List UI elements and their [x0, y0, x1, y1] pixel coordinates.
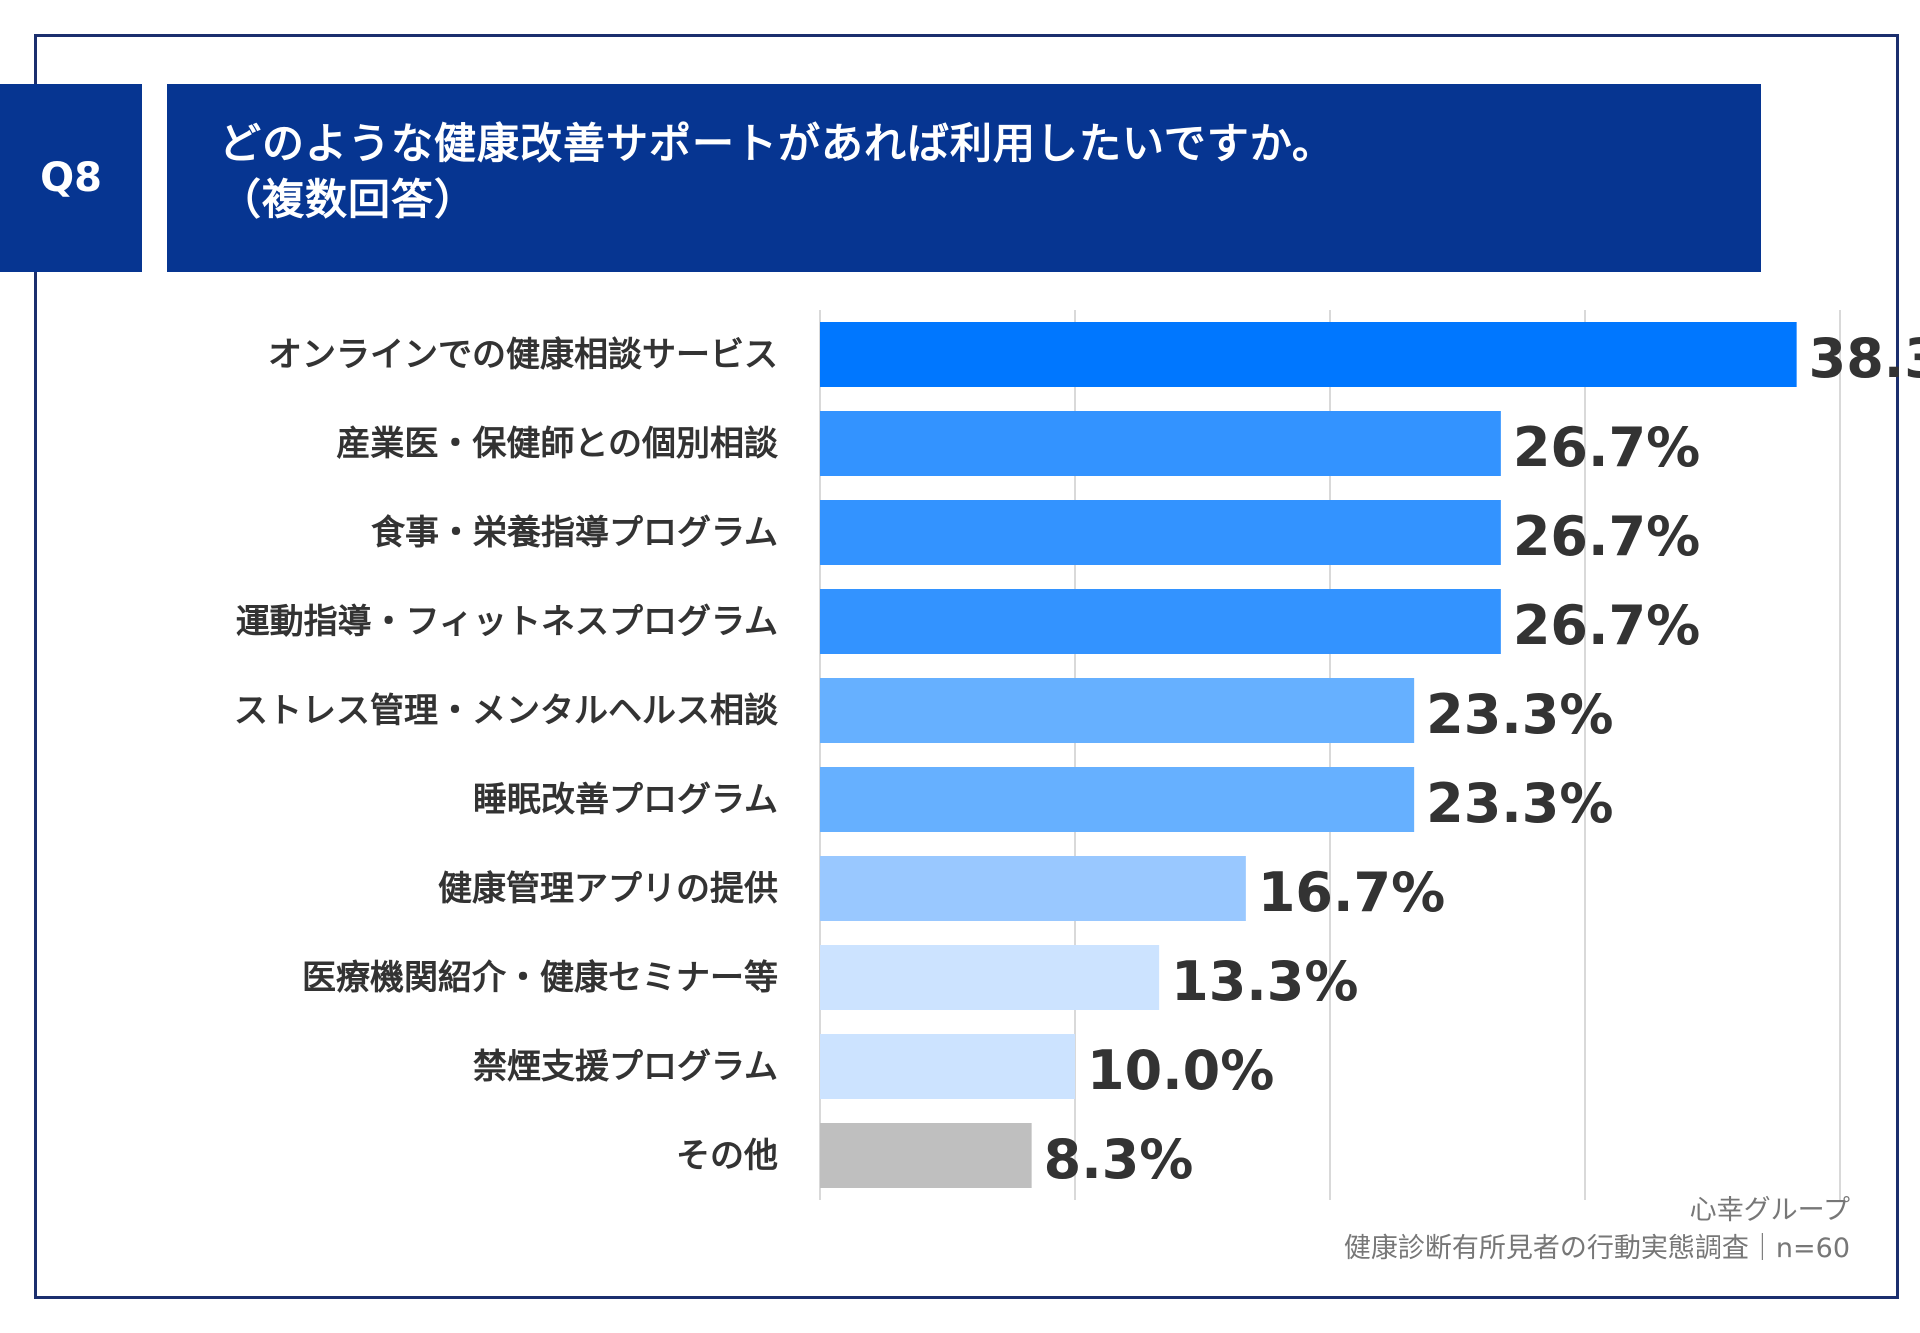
bar-3: [820, 500, 1501, 565]
value-label-4: 26.7%: [1512, 593, 1701, 657]
title-line-1: どのような健康改善サポートがあれば利用したいですか。: [219, 119, 1335, 168]
title-banner: どのような健康改善サポートがあれば利用したいですか。 （複数回答）: [167, 84, 1761, 272]
value-label-6: 23.3%: [1426, 771, 1614, 835]
bar-5: [820, 678, 1415, 743]
bar-7: [820, 856, 1246, 921]
value-label-5: 23.3%: [1426, 682, 1614, 746]
value-label-9: 10.0%: [1087, 1038, 1275, 1102]
value-label-1: 38.3%: [1808, 326, 1920, 390]
value-label-10: 8.3%: [1043, 1127, 1194, 1191]
category-label-8: 医療機関紹介・健康セミナー等: [302, 957, 778, 998]
value-label-8: 13.3%: [1171, 949, 1359, 1013]
value-label-2: 26.7%: [1512, 415, 1701, 479]
question-badge: Q8: [0, 84, 142, 272]
bar-9: [820, 1034, 1075, 1099]
category-label-3: 食事・栄養指導プログラム: [371, 512, 778, 553]
category-label-9: 禁煙支援プログラム: [473, 1046, 778, 1087]
bar-8: [820, 945, 1160, 1010]
bar-1: [820, 322, 1797, 387]
source-survey: 健康診断有所見者の行動実態調査｜n=60: [1343, 1233, 1850, 1264]
value-label-3: 26.7%: [1512, 504, 1701, 568]
bar-10: [820, 1123, 1032, 1188]
chart-frame: [34, 34, 1899, 1299]
category-label-5: ストレス管理・メンタルヘルス相談: [234, 690, 778, 731]
category-label-2: 産業医・保健師との個別相談: [336, 423, 778, 464]
question-number: Q8: [40, 155, 102, 201]
bar-4: [820, 589, 1501, 654]
category-label-10: その他: [676, 1135, 778, 1176]
value-label-7: 16.7%: [1257, 860, 1446, 924]
bar-6: [820, 767, 1415, 832]
category-label-1: オンラインでの健康相談サービス: [268, 334, 778, 375]
title-line-2: （複数回答）: [219, 175, 478, 224]
category-label-7: 健康管理アプリの提供: [438, 868, 778, 909]
bar-2: [820, 411, 1501, 476]
category-label-4: 運動指導・フィットネスプログラム: [235, 601, 778, 642]
category-label-6: 睡眠改善プログラム: [473, 779, 778, 820]
source-org: 心幸グループ: [1689, 1195, 1850, 1226]
source-note: 心幸グループ 健康診断有所見者の行動実態調査｜n=60: [1344, 1192, 1850, 1268]
